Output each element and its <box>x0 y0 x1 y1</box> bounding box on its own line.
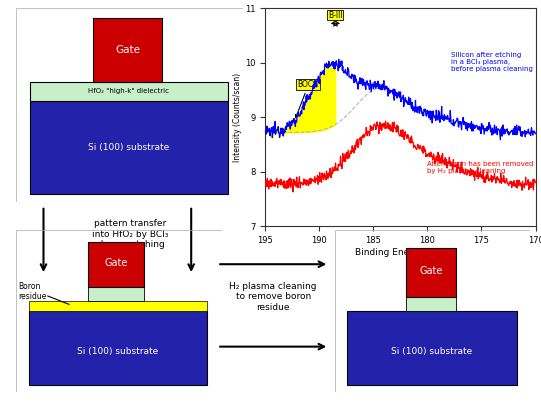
Text: Silicon after etching
in a BCl₃ plasma,
before plasma cleaning: Silicon after etching in a BCl₃ plasma, … <box>451 52 533 72</box>
Text: Si (100) substrate: Si (100) substrate <box>88 143 169 152</box>
Bar <box>30 101 228 194</box>
X-axis label: Binding Energy (eV): Binding Energy (eV) <box>355 248 446 257</box>
Text: B-III: B-III <box>328 11 343 19</box>
Bar <box>88 242 144 287</box>
Bar <box>30 82 228 101</box>
Text: Boron
residue: Boron residue <box>18 282 47 301</box>
Bar <box>88 287 144 301</box>
Bar <box>29 311 207 385</box>
Text: HfO₂ "high-k" dielectric: HfO₂ "high-k" dielectric <box>88 88 169 95</box>
Text: Si (100) substrate: Si (100) substrate <box>77 347 159 356</box>
Text: Si (100) substrate: Si (100) substrate <box>391 347 472 356</box>
Bar <box>29 301 207 311</box>
Bar <box>406 297 456 311</box>
Text: BOClₓ: BOClₓ <box>295 80 319 118</box>
Text: pattern transfer
into HfO₂ by BCl₃
plasma etching: pattern transfer into HfO₂ by BCl₃ plasm… <box>91 219 168 249</box>
Bar <box>94 18 162 82</box>
Y-axis label: Intensity (Counts/scan): Intensity (Counts/scan) <box>233 73 242 162</box>
Text: Gate: Gate <box>419 267 443 276</box>
Text: Gate: Gate <box>104 259 128 268</box>
Text: After boron has been removed
by H₂ plasma cleaning: After boron has been removed by H₂ plasm… <box>426 161 533 174</box>
Bar <box>347 311 517 385</box>
Bar <box>406 248 456 297</box>
Text: H₂ plasma cleaning
to remove boron
residue: H₂ plasma cleaning to remove boron resid… <box>229 282 317 312</box>
Text: Gate: Gate <box>115 45 140 55</box>
